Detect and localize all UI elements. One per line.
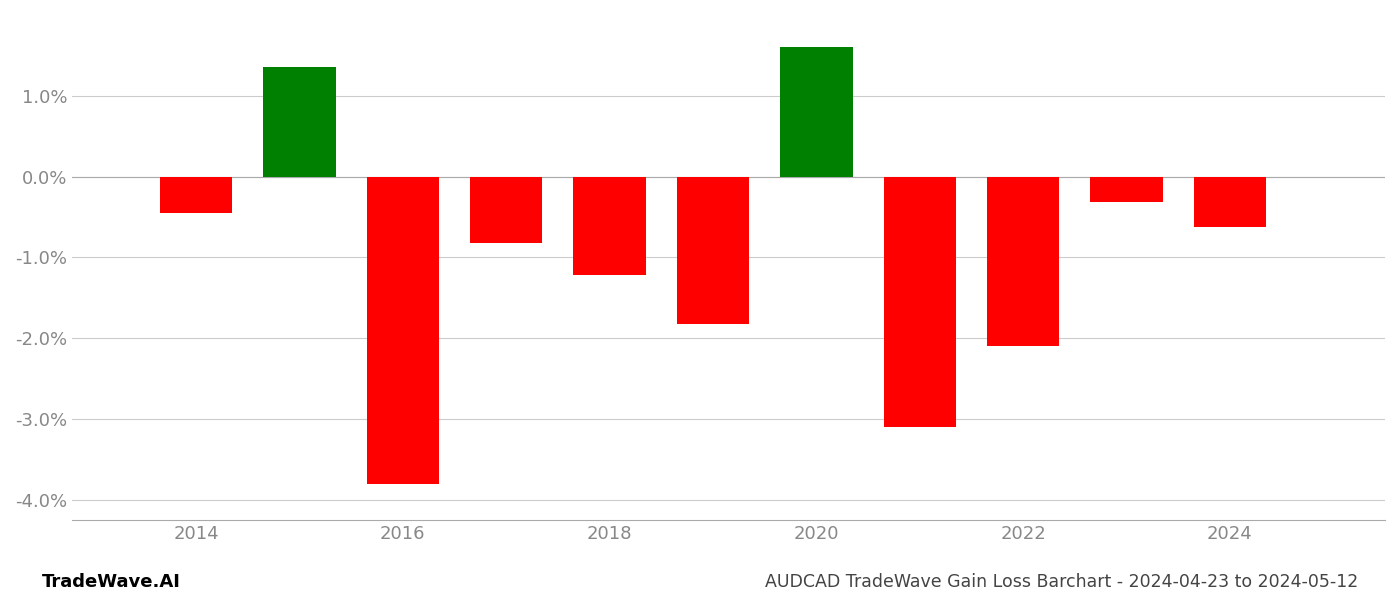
Text: AUDCAD TradeWave Gain Loss Barchart - 2024-04-23 to 2024-05-12: AUDCAD TradeWave Gain Loss Barchart - 20… [764, 573, 1358, 591]
Bar [367, 176, 440, 484]
Bar [574, 176, 645, 275]
Bar [1194, 176, 1266, 227]
Bar [780, 47, 853, 176]
Text: TradeWave.AI: TradeWave.AI [42, 573, 181, 591]
Bar [263, 67, 336, 176]
Bar [1091, 176, 1163, 202]
Bar [676, 176, 749, 323]
Bar [987, 176, 1060, 346]
Bar [160, 176, 232, 213]
Bar [470, 176, 542, 243]
Bar [883, 176, 956, 427]
